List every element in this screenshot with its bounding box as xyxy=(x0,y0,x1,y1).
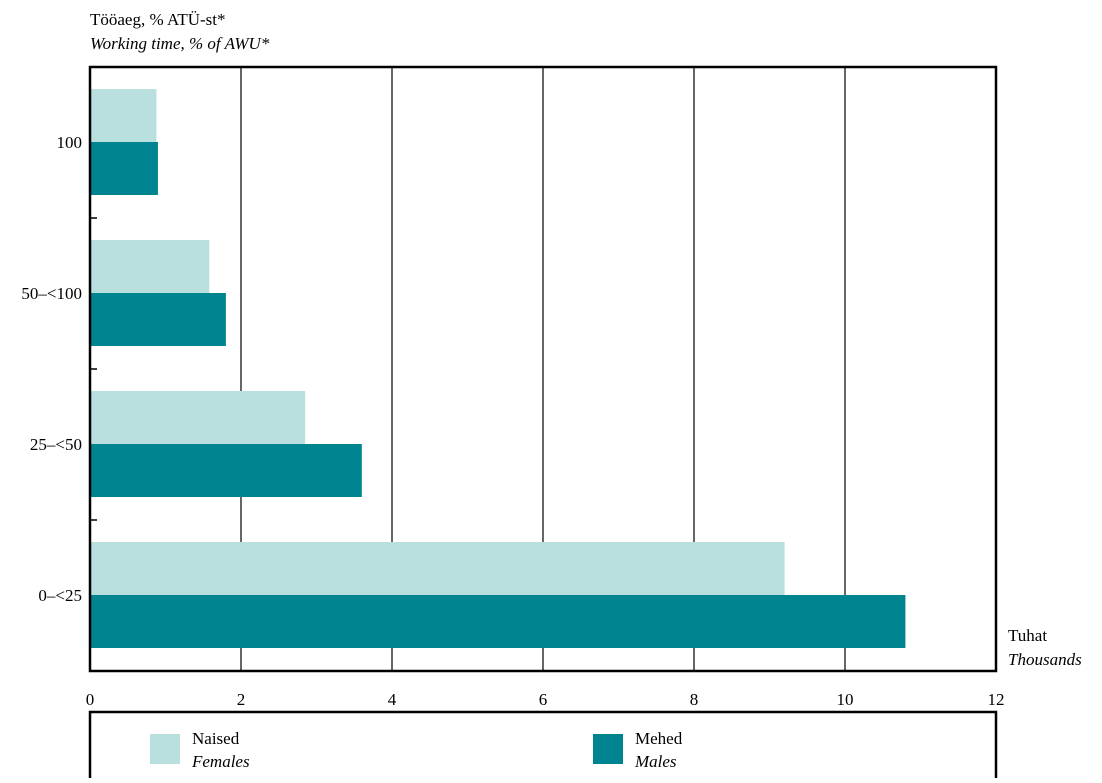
x-tick-label-8: 8 xyxy=(690,690,699,709)
bar-females-2 xyxy=(90,391,306,444)
y-tick-label-3: 0–<25 xyxy=(38,586,82,605)
x-tick-label-12: 12 xyxy=(988,690,1005,709)
legend-swatch-0 xyxy=(150,734,180,764)
y-tick-label-1: 50–<100 xyxy=(21,284,82,303)
x-ticks: 0 2 4 6 8 10 12 xyxy=(86,690,1005,709)
legend-label-1: Mehed xyxy=(635,729,683,748)
bar-males-0 xyxy=(90,142,158,195)
x-tick-label-10: 10 xyxy=(837,690,854,709)
bar-males-3 xyxy=(90,595,906,648)
x-tick-label-4: 4 xyxy=(388,690,397,709)
legend-frame xyxy=(88,710,998,783)
y-axis-title-en: Working time, % of AWU* xyxy=(90,34,270,53)
bar-females-3 xyxy=(90,542,785,595)
bars xyxy=(90,89,906,648)
legend: Naised Females Mehed Males xyxy=(150,729,683,771)
y-ticks: 100 50–<100 25–<50 0–<25 xyxy=(21,133,97,605)
legend-swatch-1 xyxy=(593,734,623,764)
x-axis-unit: Tuhat xyxy=(1008,626,1047,645)
legend-label-0: Naised xyxy=(192,729,240,748)
bar-females-0 xyxy=(90,89,157,142)
y-tick-label-0: 100 xyxy=(57,133,83,152)
y-axis-title: Tööaeg, % ATÜ-st* xyxy=(90,10,226,29)
legend-label-en-0: Females xyxy=(191,752,250,771)
bar-males-1 xyxy=(90,293,226,346)
legend-label-en-1: Males xyxy=(634,752,677,771)
x-tick-label-6: 6 xyxy=(539,690,548,709)
x-tick-label-2: 2 xyxy=(237,690,246,709)
x-tick-label-0: 0 xyxy=(86,690,95,709)
bar-females-1 xyxy=(90,240,210,293)
bar-males-2 xyxy=(90,444,362,497)
x-axis-unit-en: Thousands xyxy=(1008,650,1082,669)
y-tick-label-2: 25–<50 xyxy=(30,435,82,454)
